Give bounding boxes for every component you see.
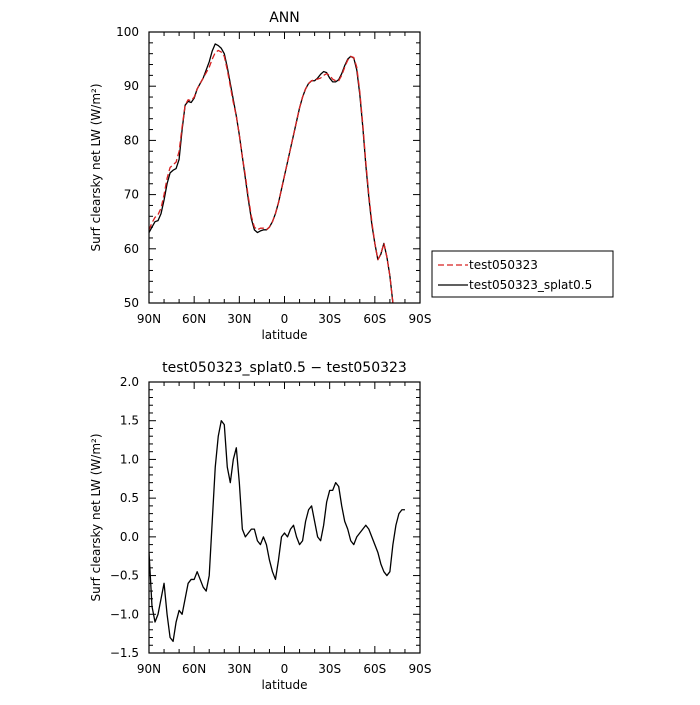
panel1-title: ANN — [269, 10, 300, 26]
panel1-plot-frame — [148, 31, 421, 304]
panel2-y-tick-label: 0.0 — [120, 530, 139, 544]
panel2-y-tick-label: −1.5 — [110, 646, 139, 660]
panel2-title: test050323_splat0.5 − test050323 — [162, 360, 407, 376]
panel1-y-tick-label: 70 — [124, 188, 139, 202]
panel1-x-tick-label: 30N — [227, 312, 251, 326]
panel2-x-tick-label: 30S — [318, 662, 341, 676]
legend-box — [431, 250, 614, 298]
panel1-y-axis-label: Surf clearsky net LW (W/m²) — [89, 83, 103, 251]
panel1-x-tick-label: 90N — [137, 312, 161, 326]
panel1-x-tick-label: 90S — [409, 312, 432, 326]
panel1-y-tick-label: 60 — [124, 242, 139, 256]
panel1-x-tick-label: 60N — [182, 312, 206, 326]
panel2-x-tick-label: 90N — [137, 662, 161, 676]
panel1-y-tick-label: 80 — [124, 133, 139, 147]
panel2-x-tick-label: 0 — [281, 662, 289, 676]
panel1-y-tick-label: 50 — [124, 296, 139, 310]
panel1-series-line-test050323-splat0-5 — [149, 43, 394, 303]
panel2-x-axis-label: latitude — [261, 678, 307, 692]
panel1-x-tick-label: 0 — [281, 312, 289, 326]
panel1-x-tick-label: 60S — [363, 312, 386, 326]
panel1-x-axis-label: latitude — [261, 328, 307, 342]
panel2-x-tick-label: 30N — [227, 662, 251, 676]
panel2-y-tick-label: 0.5 — [120, 491, 139, 505]
panel2-y-axis-label: Surf clearsky net LW (W/m²) — [89, 433, 103, 601]
panel2-x-tick-label: 60N — [182, 662, 206, 676]
panel2-x-tick-label: 90S — [409, 662, 432, 676]
panel2-y-tick-label: 1.5 — [120, 414, 139, 428]
panel1-x-tick-label: 30S — [318, 312, 341, 326]
legend-entry: test050323_splat0.5 — [469, 278, 592, 292]
panel2-y-tick-label: −0.5 — [110, 569, 139, 583]
panel2-y-tick-label: 2.0 — [120, 375, 139, 389]
panel2-difference-line — [149, 420, 405, 643]
panel1-series-line-test050323 — [149, 49, 394, 303]
panel2-x-tick-label: 60S — [363, 662, 386, 676]
panel2-y-tick-label: −1.0 — [110, 607, 139, 621]
panel2-plot-frame — [148, 381, 421, 654]
panel2-y-tick-label: 1.0 — [120, 452, 139, 466]
panel1-y-tick-label: 90 — [124, 79, 139, 93]
panel1-y-tick-label: 100 — [116, 25, 139, 39]
legend-entry: test050323 — [469, 258, 538, 272]
